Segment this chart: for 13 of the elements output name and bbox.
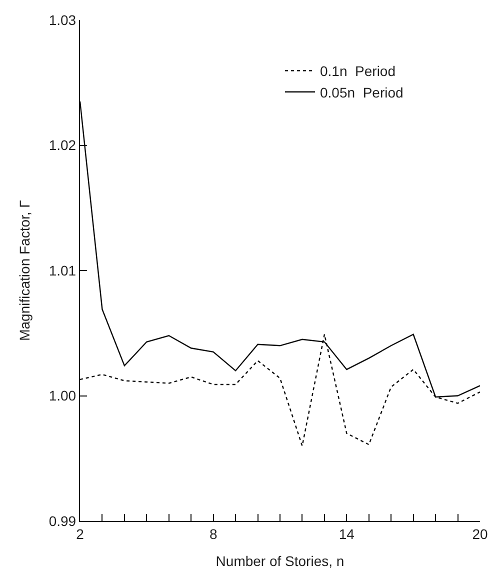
y-tick-label: 1.03 [48, 12, 76, 28]
y-tick-label: 0.99 [48, 512, 76, 529]
x-tick-label: 20 [472, 526, 488, 542]
x-tick-label: 14 [338, 526, 355, 542]
y-tick-label: 1.01 [48, 262, 76, 278]
x-axis-title: Number of Stories, n [216, 553, 344, 570]
x-tick-label: 8 [209, 526, 218, 542]
legend-label: 0.05n Period [320, 84, 404, 100]
y-axis-title: Magnification Factor, Γ [16, 200, 32, 341]
x-tick-label: 2 [76, 526, 84, 542]
y-tick-label: 1.00 [48, 388, 76, 404]
legend-label: 0.1n Period [320, 63, 396, 80]
y-tick-label: 1.02 [48, 137, 76, 154]
